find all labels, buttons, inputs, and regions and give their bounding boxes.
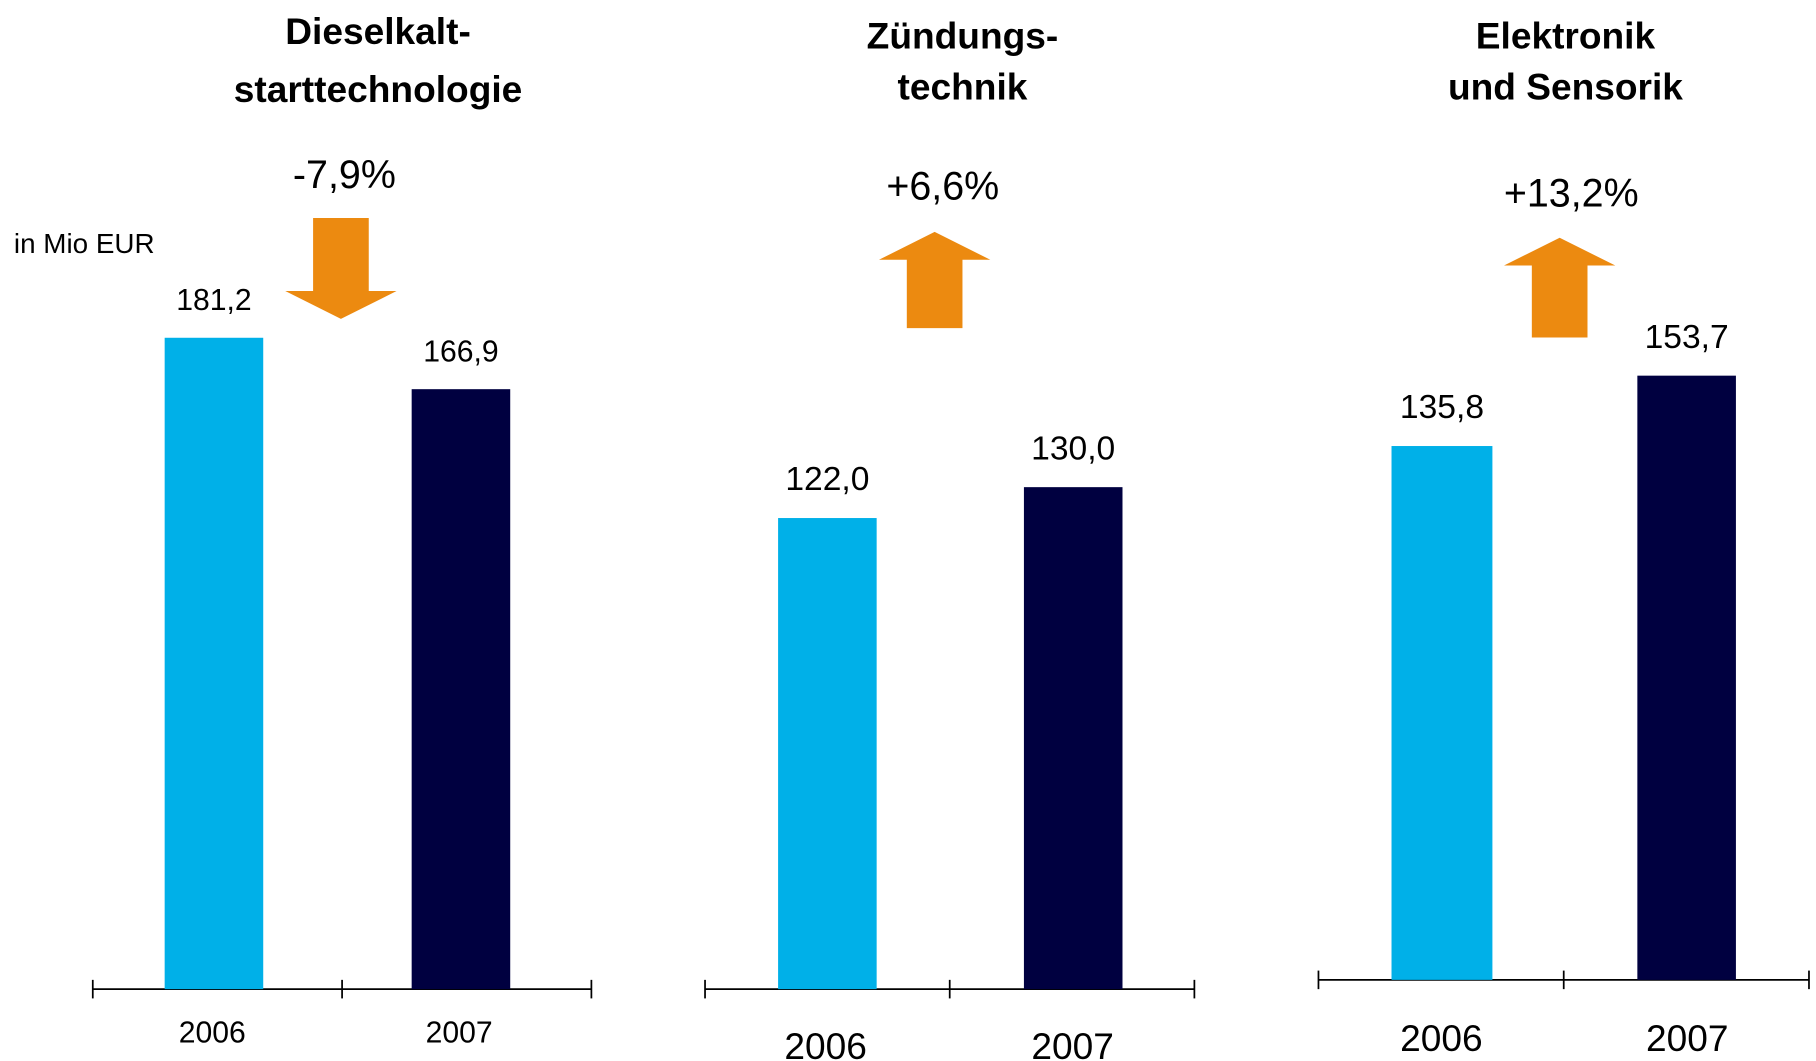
- value-label: 130,0: [1031, 430, 1115, 467]
- chart-title: Zündungs-: [867, 15, 1059, 57]
- charts: in Mio EUR Dieselkalt-starttechnologie -7…: [14, 10, 1810, 1061]
- bar: [1637, 375, 1736, 980]
- chart-title: starttechnologie: [234, 68, 523, 110]
- bar: [1391, 446, 1493, 980]
- change-annotation: -7,9%: [293, 153, 396, 197]
- x-tick-label: 2006: [1400, 1017, 1483, 1059]
- chart-title: technik: [898, 66, 1028, 108]
- chart-title: Dieselkalt-: [285, 10, 471, 52]
- value-label: 122,0: [785, 461, 869, 498]
- value-label: 166,9: [423, 335, 498, 368]
- bar: [1023, 487, 1123, 990]
- x-tick-label: 2006: [179, 1017, 246, 1050]
- value-label: 181,2: [176, 284, 251, 317]
- value-label: 135,8: [1400, 389, 1484, 426]
- x-tick-label: 2006: [784, 1025, 867, 1061]
- chart-title: und Sensorik: [1448, 66, 1683, 108]
- change-arrow: [878, 231, 991, 329]
- x-tick-label: 2007: [1646, 1017, 1729, 1059]
- unit-label: in Mio EUR: [14, 228, 155, 259]
- bar: [778, 518, 877, 990]
- bar: [411, 389, 511, 990]
- change-arrow: [1504, 237, 1616, 338]
- change-annotation: +13,2%: [1504, 171, 1639, 215]
- x-tick-label: 2007: [426, 1017, 493, 1050]
- chart-title: Elektronik: [1476, 15, 1656, 57]
- change-arrow: [285, 218, 397, 319]
- bar: [164, 337, 264, 990]
- value-label: 153,7: [1645, 319, 1729, 356]
- change-annotation: +6,6%: [886, 164, 999, 208]
- x-tick-label: 2007: [1031, 1025, 1114, 1061]
